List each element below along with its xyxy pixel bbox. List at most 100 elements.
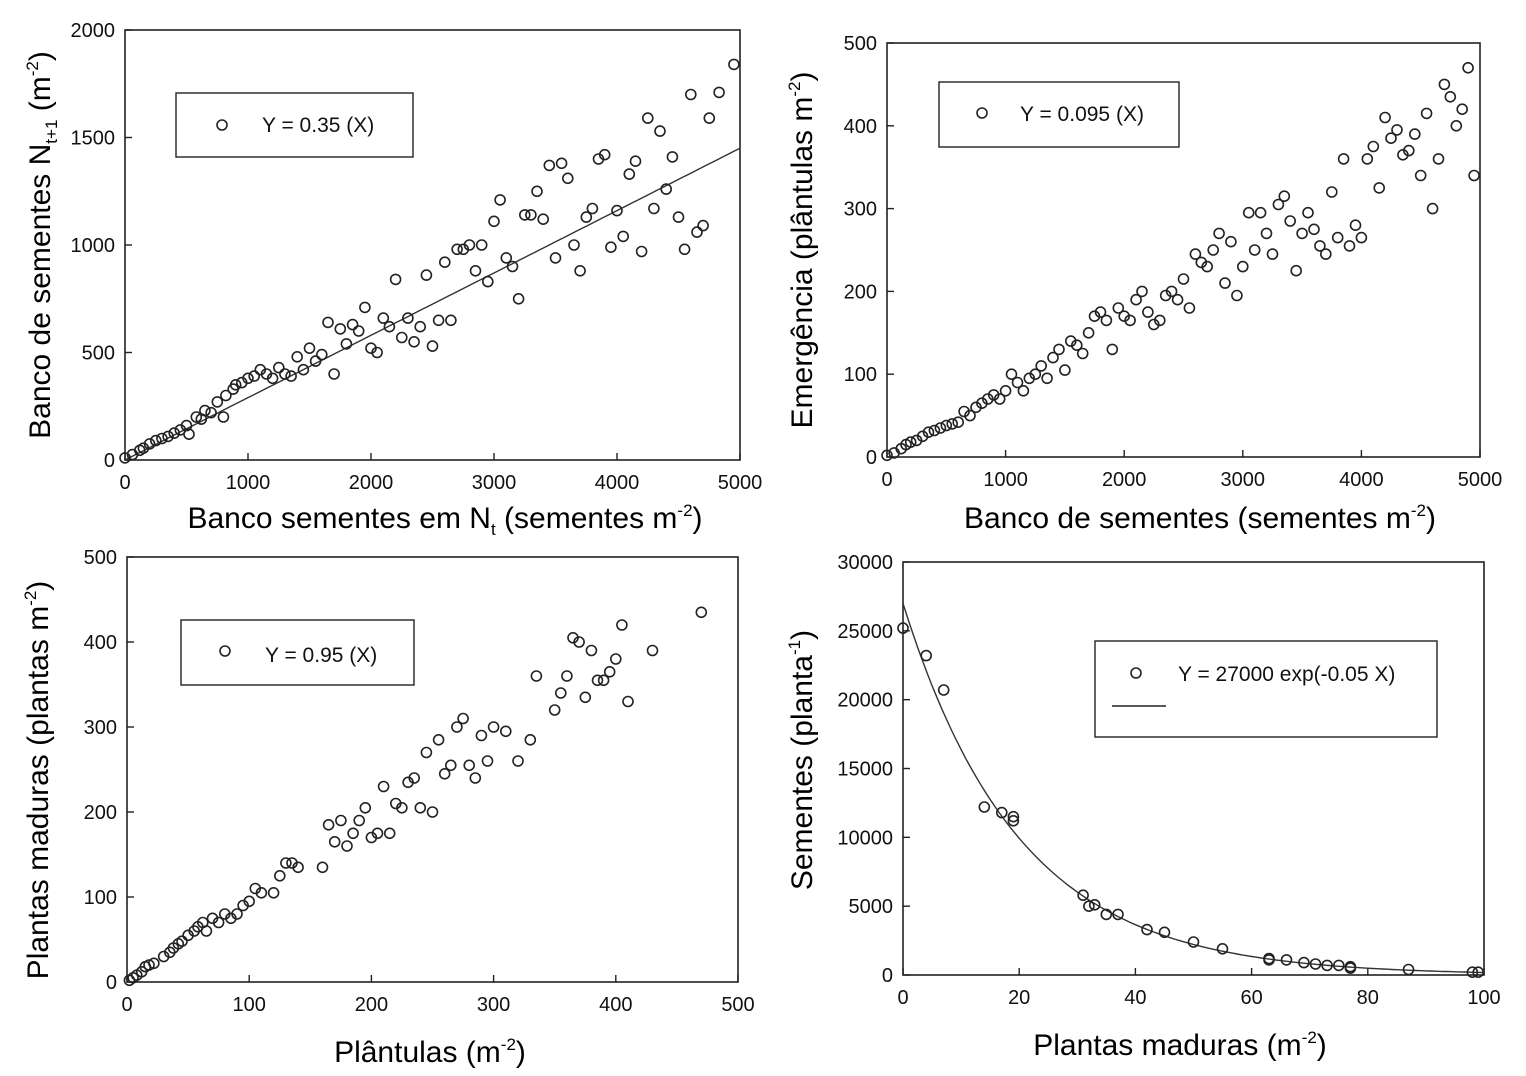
data-point — [395, 331, 408, 344]
data-point — [928, 424, 941, 437]
x-axis-label: Plantas maduras (m-2) — [1033, 1028, 1327, 1062]
fit-line — [902, 603, 1485, 974]
y-axis-label-main: Banco de sementes N — [24, 144, 57, 439]
data-point — [212, 916, 225, 929]
plot-frame — [902, 561, 1485, 976]
legend-label: Y = 0.35 (X) — [262, 114, 374, 137]
data-point — [500, 252, 513, 264]
data-point — [444, 759, 457, 772]
data-point — [1159, 289, 1172, 302]
data-point — [1414, 169, 1427, 182]
y-axis-label: Emergência (plântulas m-2) — [785, 72, 819, 429]
data-point — [1333, 959, 1345, 972]
data-point — [937, 684, 950, 696]
legend-marker — [216, 119, 228, 131]
legend-marker — [219, 645, 231, 657]
y-tick-label: 1000 — [71, 235, 116, 257]
data-point — [1420, 107, 1433, 120]
data-point — [543, 159, 556, 172]
data-point — [940, 419, 953, 432]
data-point — [475, 239, 488, 251]
data-point — [469, 772, 482, 784]
data-point — [1187, 936, 1200, 948]
x-tick-label: 2000 — [349, 472, 394, 494]
data-point — [1007, 810, 1020, 823]
data-point — [1088, 898, 1101, 911]
data-point — [1298, 956, 1310, 969]
x-axis-label-sub: t — [491, 520, 496, 539]
data-point — [432, 733, 445, 746]
data-point — [609, 653, 622, 665]
y-axis-label-sup: -2 — [23, 61, 42, 76]
data-point — [525, 209, 537, 221]
data-point — [205, 406, 217, 419]
data-point — [1284, 215, 1296, 227]
x-axis-label-sup: -2 — [1411, 501, 1426, 520]
data-point — [176, 935, 188, 948]
y-tick-label: 15000 — [837, 759, 893, 781]
data-point — [1076, 347, 1089, 360]
data-point — [1403, 144, 1415, 157]
data-point — [1219, 277, 1231, 289]
data-point — [580, 211, 593, 223]
data-point — [1468, 169, 1480, 182]
data-point — [451, 243, 463, 256]
y-axis-label: Sementes (planta-1) — [785, 630, 819, 890]
data-point — [934, 422, 947, 434]
legend: Y = 0.95 (X) — [180, 619, 415, 686]
data-point — [1083, 900, 1095, 913]
data-point — [1094, 306, 1107, 318]
data-point — [1171, 293, 1184, 306]
data-point — [1260, 227, 1273, 240]
x-axis-label-sup: -2 — [501, 1035, 516, 1054]
data-point — [457, 712, 469, 725]
data-point — [616, 619, 628, 631]
y-axis-label-close: ) — [24, 51, 57, 61]
data-point — [408, 772, 421, 784]
data-point — [1391, 124, 1403, 136]
legend-marker — [976, 107, 988, 119]
data-point — [1379, 111, 1391, 124]
data-point — [1367, 140, 1380, 153]
data-point — [1071, 339, 1083, 352]
x-tick-label: 1000 — [226, 472, 271, 494]
data-point — [1059, 364, 1071, 376]
data-point — [635, 245, 648, 258]
data-point — [713, 86, 725, 99]
data-point — [623, 168, 636, 180]
data-point — [199, 404, 211, 417]
data-point — [1201, 260, 1213, 273]
data-point — [697, 219, 709, 232]
data-point — [1142, 306, 1154, 318]
data-point — [603, 665, 616, 678]
y-tick-label: 100 — [84, 887, 117, 909]
data-point — [952, 416, 965, 429]
data-point — [597, 674, 610, 687]
data-point — [438, 256, 451, 269]
data-point — [231, 908, 243, 920]
data-point — [377, 780, 390, 793]
data-point — [463, 759, 476, 772]
y-tick-label: 20000 — [837, 690, 893, 712]
data-point — [1308, 223, 1320, 236]
data-point — [1344, 962, 1357, 974]
data-point — [1077, 889, 1089, 902]
data-point — [183, 428, 195, 441]
x-tick-label: 5000 — [1458, 469, 1503, 491]
data-point — [1444, 91, 1457, 103]
y-axis-label-close: ) — [22, 581, 55, 591]
data-point — [432, 314, 445, 327]
data-point — [340, 338, 353, 350]
data-point — [389, 273, 402, 286]
data-point — [273, 869, 286, 882]
y-axis-label-sup: -1 — [785, 640, 804, 655]
data-point — [1106, 343, 1119, 356]
x-tick-label: 100 — [1467, 987, 1500, 1009]
data-point — [335, 814, 347, 827]
x-tick-label: 300 — [477, 994, 510, 1016]
data-point — [678, 243, 691, 256]
data-point — [641, 112, 654, 124]
data-point — [280, 857, 292, 869]
data-point — [328, 368, 340, 380]
data-point — [999, 384, 1012, 397]
